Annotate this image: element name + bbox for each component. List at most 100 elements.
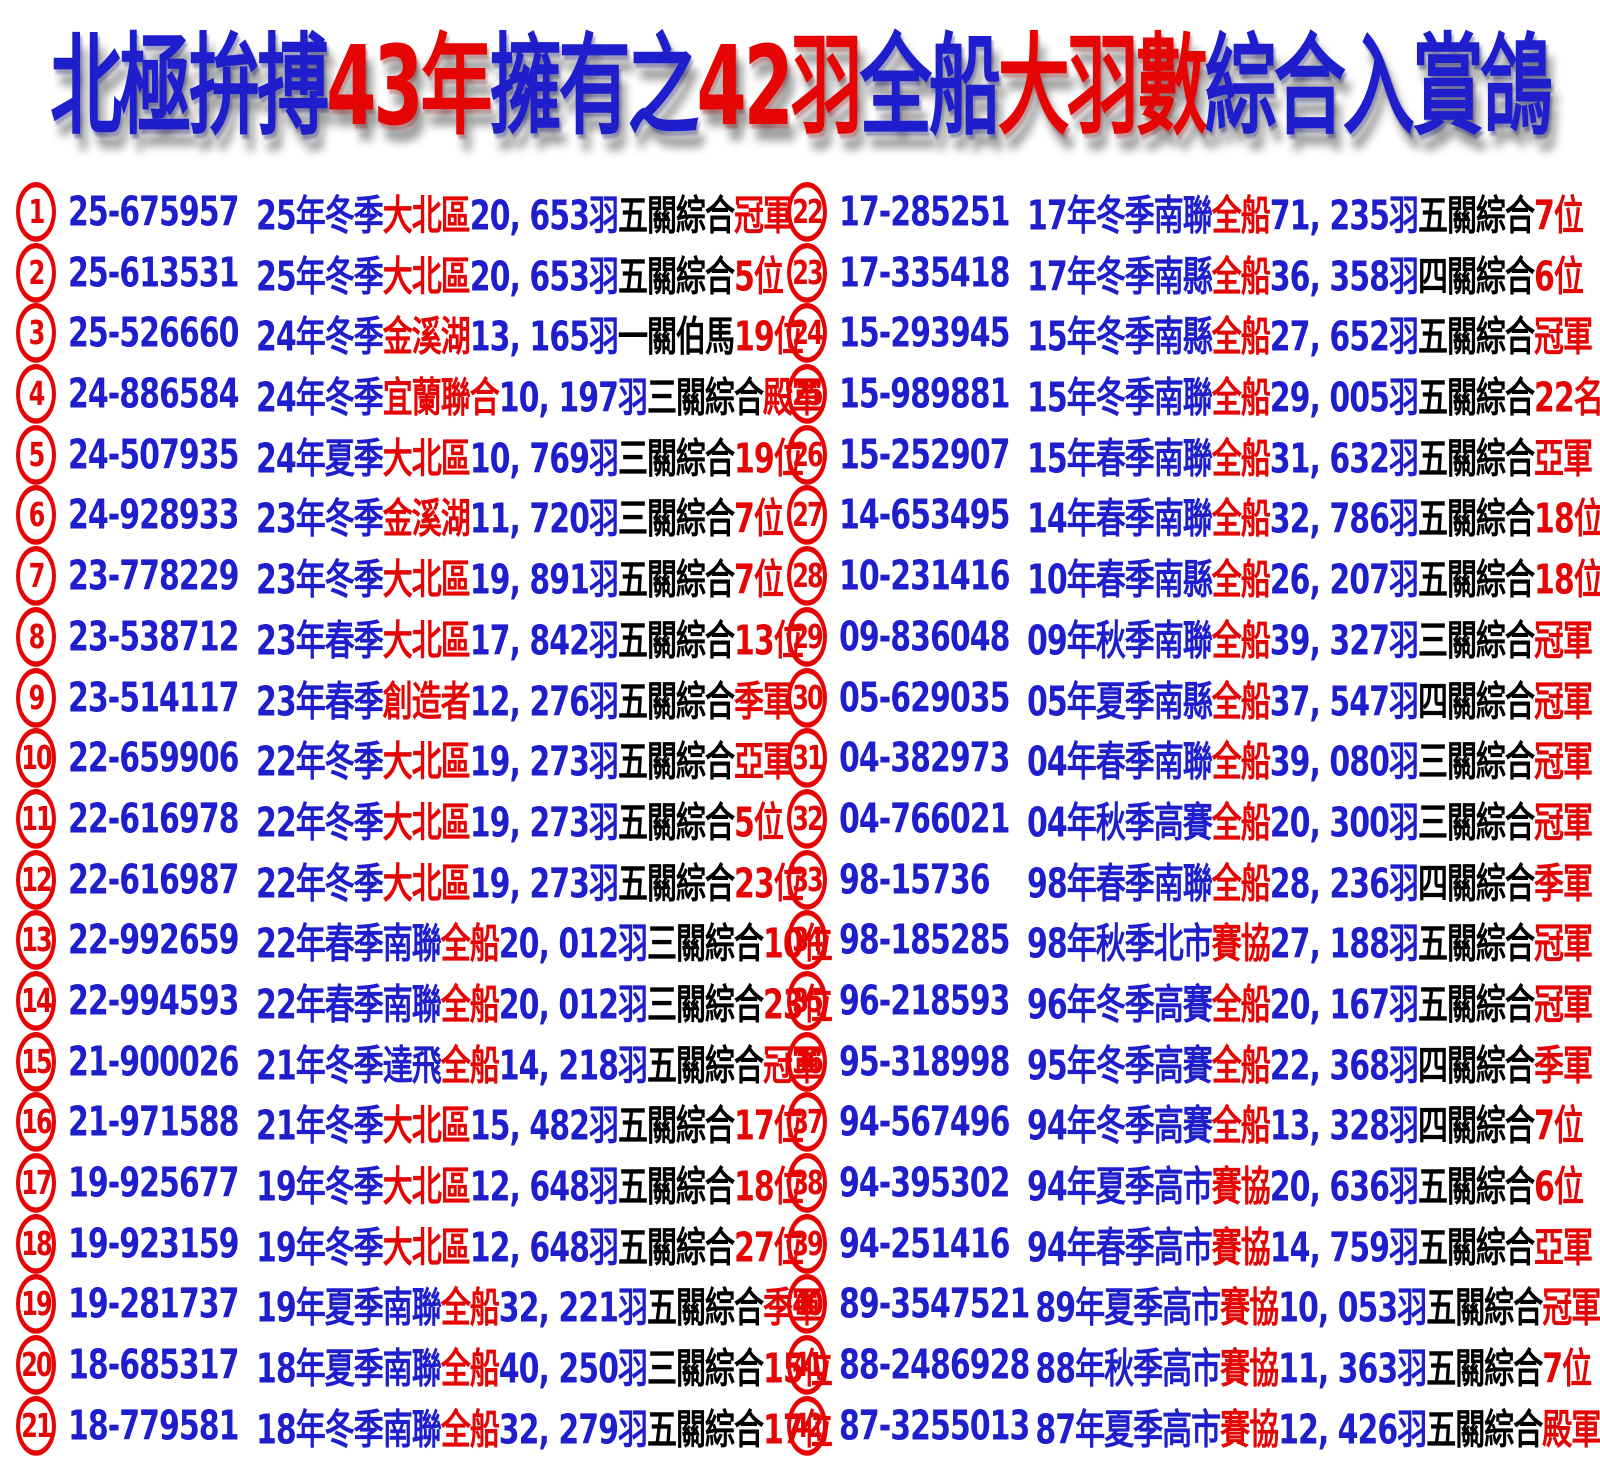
race-description: 98年春季南聯全船28, 236羽 — [1027, 850, 1419, 910]
result-stage: 五關綜合 — [1417, 375, 1535, 423]
race-season: 87年夏季高市 — [1035, 1407, 1221, 1455]
bird-count: 17, 842羽 — [469, 618, 619, 666]
bird-count: 32, 786羽 — [1269, 496, 1419, 545]
race-result: 四關綜合冠軍 — [1418, 668, 1593, 728]
ring-number: 10-231416 — [839, 552, 1010, 601]
race-result: 五關綜合亞軍 — [1418, 425, 1593, 485]
result-stage: 三關綜合 — [1417, 739, 1535, 788]
race-result: 五關綜合5位 — [618, 243, 784, 303]
race-description: 15年冬季南縣全船27, 652羽 — [1027, 304, 1419, 364]
rank-badge: 6 — [16, 485, 56, 546]
bird-count: 11, 720羽 — [469, 496, 619, 545]
race-description: 09年秋季南聯全船39, 327羽 — [1027, 607, 1419, 667]
bird-count: 20, 653羽 — [469, 253, 619, 302]
race-club: 賽協 — [1220, 1346, 1279, 1394]
race-season: 94年春季高市 — [1027, 1224, 1213, 1273]
rank-badge: 37 — [787, 1092, 827, 1153]
bird-count: 71, 235羽 — [1269, 193, 1419, 241]
bird-count: 20, 012羽 — [498, 921, 648, 970]
race-description: 22年冬季大北區19, 273羽 — [256, 850, 619, 910]
list-item: 18 19-923159 19年冬季大北區12, 648羽 五關綜合27位 — [16, 1203, 804, 1286]
title-segment: 大羽數 — [997, 22, 1208, 150]
rank-badge: 35 — [787, 971, 827, 1032]
race-result: 五關綜合13位 — [617, 607, 804, 667]
race-description: 22年冬季大北區19, 273羽 — [256, 789, 619, 849]
race-season: 23年春季 — [256, 618, 384, 666]
page-title: 北極拚搏43年擁有之42羽全船大羽數綜合入賞鴿 — [0, 10, 1600, 162]
right-column: 22 17-285251 17年冬季南聯全船71, 235羽 五關綜合7位 23… — [787, 182, 1600, 1457]
race-season: 19年冬季 — [256, 1164, 384, 1212]
title-segment: 全船 — [859, 22, 1001, 150]
ring-number: 17-285251 — [839, 188, 1010, 237]
race-description: 96年冬季高賽全船20, 167羽 — [1027, 971, 1419, 1031]
race-result: 五關綜合6位 — [1418, 1153, 1584, 1213]
ring-number: 23-538712 — [68, 613, 239, 661]
result-stage: 五關綜合 — [646, 1042, 764, 1091]
rank-badge: 31 — [787, 728, 827, 789]
result-place: 18位 — [1533, 557, 1600, 606]
race-club: 全船 — [1211, 193, 1271, 241]
rank-badge: 9 — [16, 667, 56, 728]
race-club: 全船 — [1211, 557, 1271, 606]
rank-badge: 2 — [16, 243, 56, 303]
race-club: 大北區 — [382, 618, 471, 666]
race-result: 五關綜合7位 — [1418, 182, 1584, 242]
race-season: 23年春季 — [256, 678, 384, 727]
bird-count: 11, 363羽 — [1278, 1346, 1427, 1394]
ring-number: 21-900026 — [68, 1038, 239, 1086]
result-place: 冠軍 — [1533, 739, 1593, 788]
ring-number: 96-218593 — [839, 977, 1010, 1026]
result-place: 冠軍 — [1542, 1285, 1600, 1334]
title-segment: 擁有之 — [489, 22, 699, 150]
race-description: 18年夏季南聯全船40, 250羽 — [256, 1335, 648, 1395]
title-segment: 綜合入賞鴿 — [1204, 22, 1553, 150]
result-stage: 五關綜合 — [617, 557, 735, 606]
result-stage: 五關綜合 — [1417, 314, 1535, 363]
race-result: 五關綜合18位 — [1418, 547, 1600, 607]
race-club: 大北區 — [382, 739, 471, 788]
race-club: 全船 — [1211, 1042, 1271, 1091]
race-description: 05年夏季南縣全船37, 547羽 — [1027, 668, 1419, 728]
list-item: 2 25-613531 25年冬季大北區20, 653羽 五關綜合5位 — [16, 232, 784, 315]
rank-badge: 38 — [787, 1153, 827, 1214]
result-place: 冠軍 — [1533, 678, 1593, 727]
race-description: 94年春季高市賽協14, 759羽 — [1027, 1214, 1419, 1274]
race-description: 23年春季大北區17, 842羽 — [256, 607, 619, 667]
ring-number: 88-2486928 — [839, 1341, 1030, 1390]
ring-number: 24-507935 — [68, 431, 239, 479]
ring-number: 04-382973 — [839, 734, 1010, 783]
result-place: 18位 — [1533, 496, 1600, 545]
result-stage: 三關綜合 — [646, 982, 764, 1030]
race-club: 全船 — [440, 921, 500, 970]
race-description: 19年冬季大北區12, 648羽 — [256, 1153, 619, 1213]
race-season: 21年冬季 — [256, 1103, 384, 1152]
rank-badge: 39 — [787, 1214, 827, 1274]
list-item: 11 22-616978 22年冬季大北區19, 273羽 五關綜合5位 — [16, 778, 784, 861]
result-place: 7位 — [733, 557, 784, 606]
rank-badge: 40 — [787, 1274, 827, 1335]
ring-number: 25-526660 — [68, 309, 239, 358]
race-season: 22年春季南聯 — [256, 921, 442, 970]
rank-badge: 12 — [16, 849, 56, 910]
race-club: 全船 — [1211, 1103, 1271, 1152]
result-stage: 五關綜合 — [617, 618, 735, 666]
race-description: 24年冬季金溪湖13, 165羽 — [256, 304, 619, 364]
result-place: 亞軍 — [733, 739, 793, 788]
race-club: 大北區 — [382, 1103, 471, 1152]
race-description: 21年冬季達飛全船14, 218羽 — [256, 1032, 648, 1092]
list-item: 29 09-836048 09年秋季南聯全船39, 327羽 三關綜合冠軍 — [787, 596, 1593, 679]
race-result: 五關綜合冠軍 — [1418, 971, 1593, 1031]
bird-count: 10, 769羽 — [469, 436, 619, 484]
race-club: 大北區 — [382, 193, 471, 241]
race-result: 三關綜合冠軍 — [1418, 607, 1593, 667]
race-club: 全船 — [1211, 739, 1271, 788]
race-season: 23年冬季 — [256, 557, 384, 606]
rank-badge: 5 — [16, 425, 56, 486]
rank-badge: 11 — [16, 789, 56, 850]
race-description: 95年冬季高賽全船22, 368羽 — [1027, 1032, 1419, 1092]
result-place: 冠軍 — [1533, 982, 1593, 1030]
ring-number: 17-335418 — [839, 249, 1010, 297]
bird-count: 31, 632羽 — [1269, 436, 1419, 484]
result-stage: 五關綜合 — [617, 800, 735, 848]
bird-count: 29, 005羽 — [1269, 375, 1419, 423]
